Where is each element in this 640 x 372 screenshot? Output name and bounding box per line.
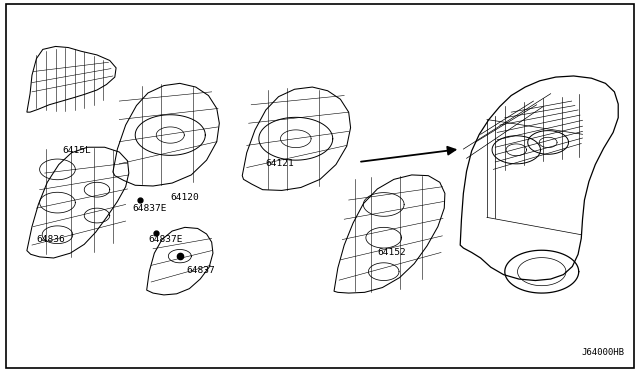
Text: 64121: 64121: [266, 159, 294, 169]
Text: 64152: 64152: [378, 248, 406, 257]
Text: 64837E: 64837E: [132, 203, 166, 213]
Text: 64120: 64120: [170, 193, 199, 202]
Text: 64837: 64837: [186, 266, 215, 275]
Text: J64000HB: J64000HB: [582, 349, 625, 357]
Text: 64837E: 64837E: [148, 235, 182, 244]
Text: 6415L: 6415L: [62, 147, 91, 155]
Text: 64836: 64836: [36, 235, 65, 244]
